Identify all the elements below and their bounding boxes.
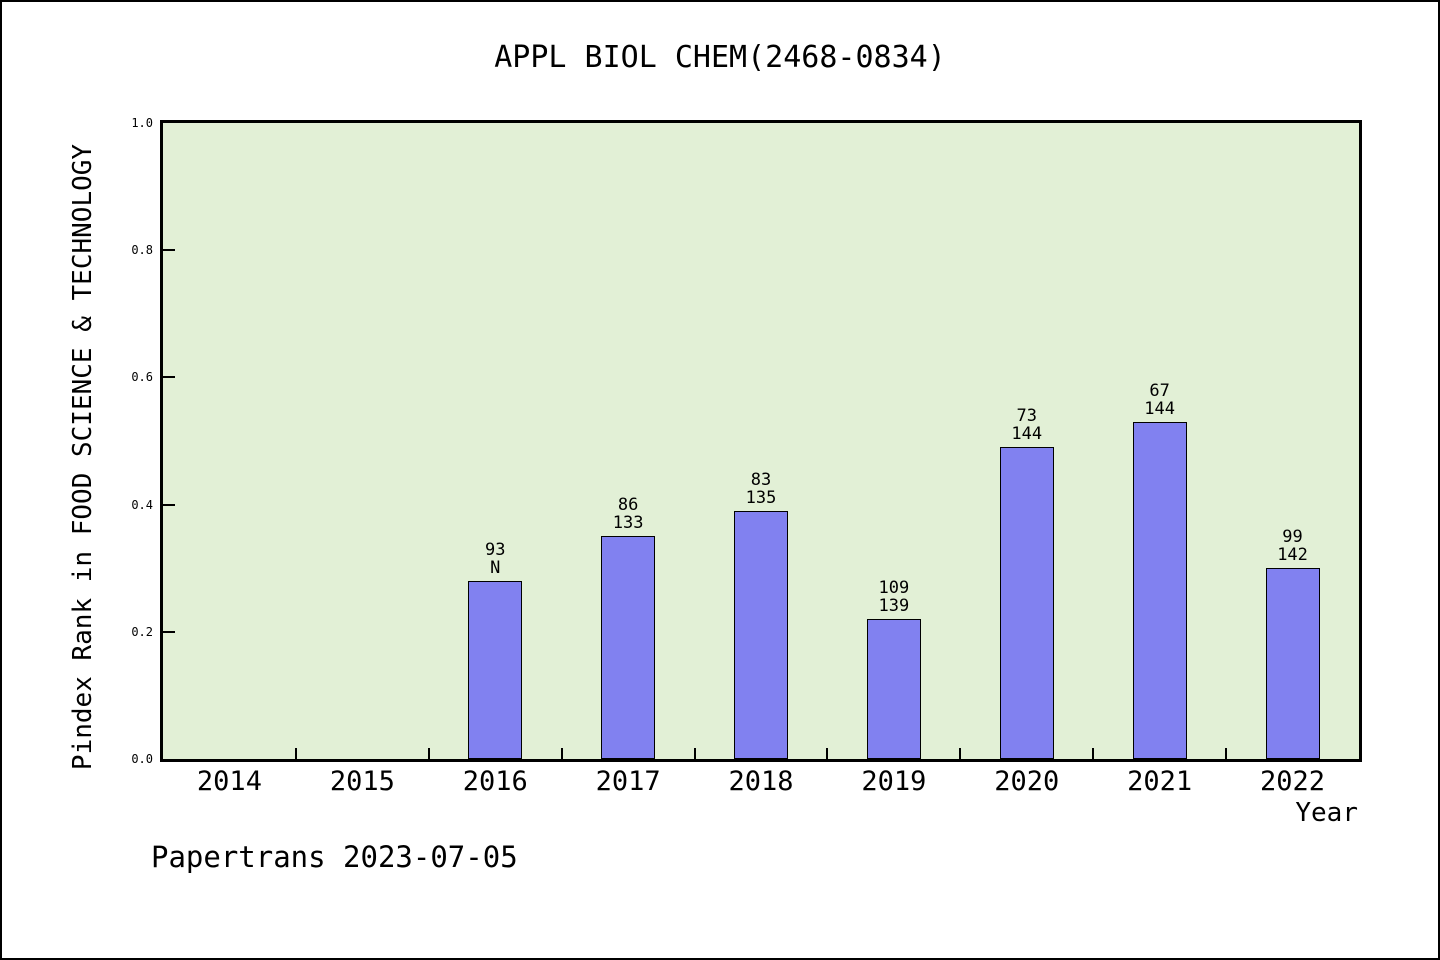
y-axis-title: Pindex Rank in FOOD SCIENCE & TECHNOLOGY <box>68 143 98 771</box>
x-axis-tick <box>826 748 829 759</box>
y-axis-tick <box>163 630 175 633</box>
x-axis-tick <box>560 748 563 759</box>
x-tick-label-2015: 2015 <box>329 766 395 797</box>
x-tick-label-2020: 2020 <box>994 766 1060 797</box>
y-tick-label: 0.0 <box>131 752 153 766</box>
plot-area: 93 N 86 133 83 135 109 139 73 144 67 144 99 142 <box>160 120 1362 762</box>
bar-value-label-2019: 109 139 <box>878 578 910 617</box>
x-axis-title: Year <box>1295 798 1358 828</box>
x-tick-label-2016: 2016 <box>462 766 528 797</box>
bar-value-label-2022: 99 142 <box>1277 527 1308 566</box>
x-axis-tick <box>1225 748 1228 759</box>
y-tick-label: 1.0 <box>131 116 153 130</box>
y-tick-label: 0.4 <box>131 497 153 512</box>
chart-title: APPL BIOL CHEM(2468-0834) <box>494 40 946 75</box>
bar-value-label-2017: 86 133 <box>612 495 644 534</box>
x-tick-label-2019: 2019 <box>861 766 927 797</box>
y-axis-tick <box>163 503 175 506</box>
x-axis-tick <box>1092 748 1095 759</box>
bar-value-label-2021: 67 144 <box>1144 380 1176 419</box>
bar-2016 <box>468 580 523 759</box>
x-axis-tick <box>959 748 962 759</box>
bar-2017 <box>601 536 656 759</box>
bar-value-label-2018: 83 135 <box>745 469 777 508</box>
bar-2018 <box>734 510 788 759</box>
x-tick-label-2017: 2017 <box>595 766 661 797</box>
bar-value-label-2016: 93 N <box>484 539 506 578</box>
x-tick-label-2018: 2018 <box>728 766 794 797</box>
x-tick-label-2014: 2014 <box>196 766 262 797</box>
y-tick-label: 0.2 <box>131 624 153 639</box>
x-axis-tick <box>693 748 696 759</box>
x-tick-label-2021: 2021 <box>1127 766 1193 797</box>
watermark-text: Papertrans 2023-07-05 <box>151 840 518 874</box>
x-axis-tick <box>294 748 297 759</box>
bar-2019 <box>866 619 921 759</box>
x-axis-labels: 2014 2015 2016 2017 2018 2019 2020 2021 2022 <box>163 766 1359 802</box>
y-axis-tick <box>163 249 175 252</box>
bar-2022 <box>1265 568 1320 759</box>
x-tick-label-2022: 2022 <box>1260 766 1326 797</box>
y-axis-tick <box>163 376 175 379</box>
y-tick-label: 0.8 <box>131 243 153 258</box>
bar-2021 <box>1132 421 1187 759</box>
y-tick-label: 0.6 <box>131 370 153 385</box>
bar-2020 <box>999 447 1054 759</box>
x-axis-tick <box>427 748 430 759</box>
bar-value-label-2020: 73 144 <box>1011 406 1043 445</box>
